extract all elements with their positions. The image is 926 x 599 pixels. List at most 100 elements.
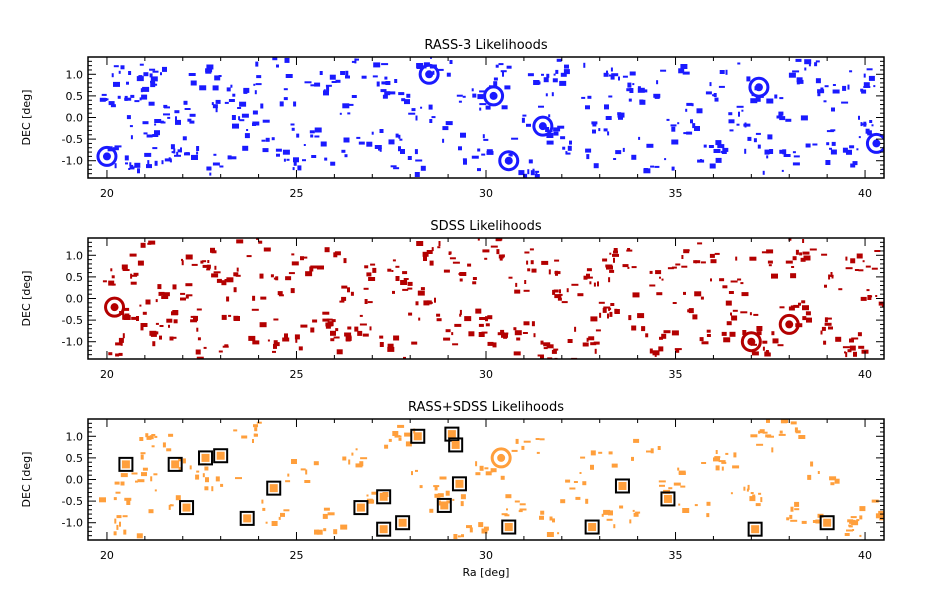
- data-point: [567, 145, 572, 151]
- y-tick-label: -1.0: [62, 155, 83, 168]
- data-point: [131, 316, 138, 320]
- data-point: [815, 519, 822, 524]
- data-point: [320, 141, 327, 147]
- data-point: [534, 174, 540, 178]
- data-point: [479, 317, 487, 320]
- data-point: [747, 136, 752, 141]
- data-point: [746, 76, 751, 82]
- data-point: [721, 331, 727, 336]
- data-point: [889, 308, 896, 311]
- data-point: [411, 341, 418, 345]
- data-point: [631, 154, 637, 160]
- data-point: [434, 493, 441, 498]
- data-point: [590, 342, 597, 346]
- data-point: [815, 78, 821, 84]
- data-point: [403, 356, 406, 359]
- data-point: [141, 472, 147, 477]
- data-point: [137, 168, 140, 174]
- data-point: [860, 296, 867, 301]
- data-point: [169, 336, 177, 339]
- data-point: [286, 158, 290, 161]
- data-point: [613, 158, 617, 160]
- data-point: [215, 99, 221, 104]
- data-point: [452, 343, 459, 346]
- data-point: [859, 515, 863, 520]
- data-point: [656, 292, 663, 296]
- data-point: [677, 467, 680, 471]
- y-tick-label: 1.0: [66, 249, 84, 262]
- data-point: [475, 308, 482, 314]
- data-point: [233, 315, 239, 321]
- data-point: [326, 86, 330, 92]
- data-point: [382, 94, 388, 99]
- data-point: [162, 292, 170, 297]
- data-point: [262, 119, 270, 123]
- data-point: [762, 170, 765, 175]
- data-point: [526, 260, 529, 265]
- data-point: [287, 473, 290, 477]
- data-point: [342, 103, 350, 109]
- data-point: [706, 513, 710, 518]
- data-point: [475, 472, 481, 476]
- data-point: [443, 269, 450, 273]
- data-point: [190, 319, 198, 323]
- data-point: [788, 306, 795, 311]
- data-point: [500, 475, 505, 480]
- data-point: [886, 503, 888, 505]
- data-point: [222, 345, 229, 348]
- data-point: [253, 424, 258, 428]
- data-point: [608, 307, 611, 311]
- data-point: [118, 70, 121, 74]
- data-point: [205, 70, 212, 74]
- data-point: [170, 504, 174, 507]
- data-point: [462, 158, 467, 161]
- data-point: [407, 156, 412, 160]
- data-point: [681, 255, 684, 259]
- data-point: [437, 246, 441, 249]
- data-point: [595, 329, 601, 332]
- data-point: [530, 170, 535, 176]
- data-ring-core: [102, 152, 111, 161]
- data-point: [270, 274, 274, 278]
- data-point: [461, 534, 464, 538]
- data-point: [614, 309, 620, 314]
- data-point: [617, 112, 625, 118]
- x-tick-label: 35: [669, 549, 683, 562]
- data-point: [650, 165, 655, 168]
- data-point: [726, 321, 732, 326]
- data-point: [185, 294, 189, 299]
- data-point: [671, 330, 679, 336]
- data-point: [214, 75, 221, 81]
- data-point: [850, 258, 856, 264]
- data-point: [142, 467, 148, 471]
- data-point: [643, 168, 651, 174]
- data-point: [119, 521, 121, 527]
- data-point: [115, 353, 120, 357]
- data-point: [180, 297, 186, 301]
- data-point: [284, 333, 288, 339]
- data-point: [323, 507, 330, 511]
- data-point: [161, 296, 169, 299]
- data-point: [563, 69, 570, 75]
- data-point: [311, 155, 317, 158]
- data-point: [230, 84, 233, 88]
- data-point: [325, 325, 331, 329]
- data-point: [593, 163, 599, 169]
- data-point: [686, 131, 693, 135]
- data-point: [263, 247, 271, 252]
- data-point: [758, 492, 762, 495]
- data-point: [628, 315, 632, 321]
- data-point: [803, 255, 811, 261]
- data-point: [167, 116, 171, 119]
- data-point: [358, 141, 365, 145]
- data-point: [609, 269, 615, 273]
- data-point: [114, 145, 122, 148]
- data-point: [746, 488, 749, 492]
- data-point: [649, 348, 653, 354]
- data-point: [126, 500, 131, 505]
- data-point: [546, 344, 554, 349]
- data-point: [384, 76, 388, 80]
- data-point: [129, 125, 133, 128]
- data-point: [802, 305, 809, 311]
- data-point: [845, 352, 848, 358]
